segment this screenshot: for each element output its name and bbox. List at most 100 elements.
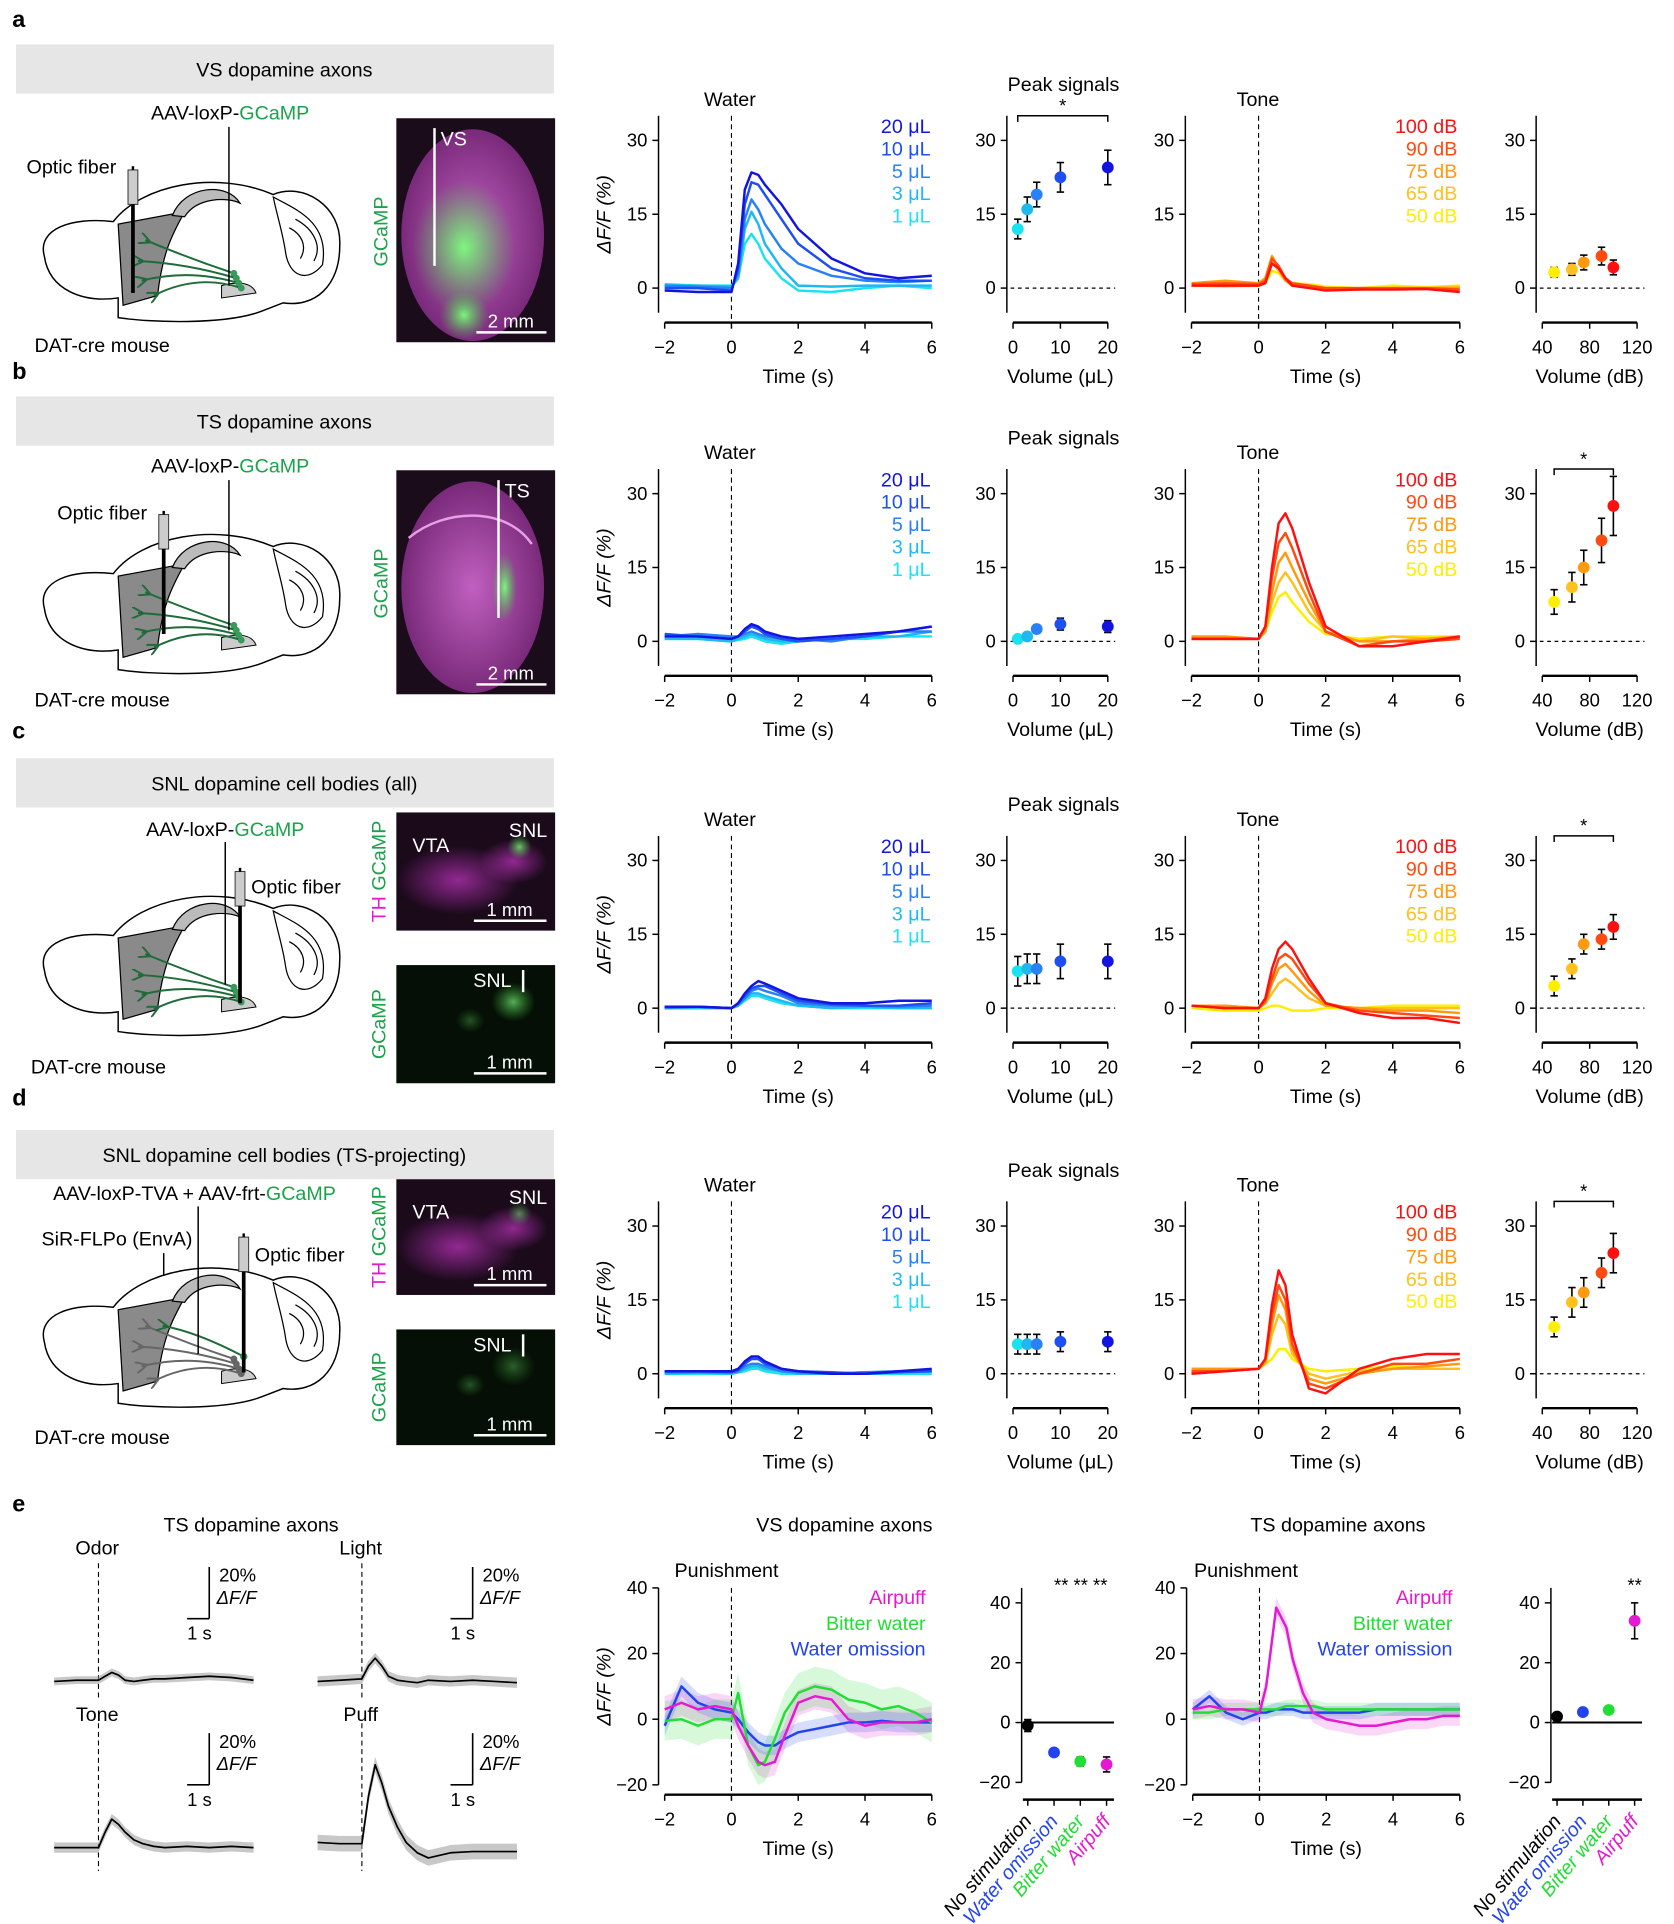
x-tick-label: 0 [726, 1422, 736, 1443]
x-axis-label: Volume (μL) [1007, 366, 1114, 388]
significance-bracket [1553, 1200, 1615, 1208]
projection-arrow [154, 633, 242, 647]
legend-entry: 65 dB [1406, 1269, 1457, 1291]
legend-entry: 50 dB [1406, 206, 1457, 228]
legend-entry: 100 dB [1395, 1202, 1457, 1224]
x-axis-label: Time (s) [1291, 1838, 1362, 1860]
y-tick-label: −20 [1144, 1774, 1175, 1795]
legend-entry: 5 μL [892, 514, 931, 536]
micrographs: VS 2 mm GCaMP [371, 118, 556, 343]
peak-point [1074, 1755, 1087, 1768]
scale-bar-y-label: 20% [483, 1565, 520, 1586]
panel-e-right-title: TS dopamine axons [1250, 1514, 1425, 1536]
region-label: TS [505, 480, 530, 502]
mouse-label: DAT-cre mouse [31, 1056, 166, 1078]
significance-marker: * [1580, 1181, 1587, 1202]
projection-arrow [138, 975, 237, 994]
x-tick-label: −2 [654, 1422, 675, 1443]
significance-bracket [1553, 835, 1615, 842]
legend-entry: 20 μL [881, 469, 931, 491]
scale-bar-y-label: 20% [219, 1731, 256, 1752]
scale-bar-y-label: 20% [483, 1731, 520, 1752]
chart-title: Peak signals [1008, 794, 1120, 816]
y-axis-label: ΔF/F (%) [594, 895, 616, 974]
y-tick-label: 0 [1515, 1363, 1525, 1384]
chart-title: Tone [76, 1704, 119, 1726]
scale-bar-label: 2 mm [488, 663, 534, 684]
trace-20-l [664, 171, 932, 294]
legend-entry: 10 μL [881, 1224, 931, 1246]
peak-point [1030, 623, 1043, 635]
peak-point [1595, 534, 1608, 547]
legend-entry: 20 μL [881, 1202, 931, 1224]
peak-point [1548, 980, 1561, 992]
x-tick-label: 4 [1388, 1808, 1398, 1829]
x-axis-label: Time (s) [763, 366, 834, 388]
x-tick-label: 0 [726, 690, 736, 711]
x-tick-label: 0 [1253, 336, 1263, 357]
chart-title: Tone [1237, 89, 1280, 111]
x-tick-label: 6 [1455, 1056, 1465, 1077]
panel-label-a: a [12, 6, 26, 32]
peak-point [1011, 223, 1024, 235]
y-axis-label: ΔF/F (%) [594, 1647, 616, 1726]
legend-entry: 100 dB [1395, 836, 1457, 858]
y-axis-label: ΔF/F (%) [594, 175, 616, 254]
peak-point [1030, 1338, 1043, 1351]
trace-puff [317, 1764, 517, 1859]
x-tick-label: 0 [1008, 1422, 1018, 1443]
mouse-brain-schematic [42, 181, 341, 323]
peak-point [1577, 1286, 1590, 1299]
legend-entry: 65 dB [1406, 903, 1457, 925]
virus-gcamp: GCaMP [239, 456, 309, 478]
trace-20-l [664, 1355, 932, 1375]
x-tick-label: 0 [726, 1056, 736, 1077]
optic-fiber-ferrule [127, 169, 139, 205]
chart-title: Punishment [1194, 1560, 1298, 1582]
micrographs: VTA SNL 1 mm TH GCaMP SNL 1 mm GCaMP [368, 1179, 556, 1446]
legend-entry: 1 μL [892, 206, 931, 228]
chart-title: Punishment [675, 1560, 779, 1582]
peak-point [1021, 1719, 1034, 1732]
x-tick-label: 6 [927, 336, 937, 357]
x-tick-label: −2 [654, 1808, 675, 1829]
x-axis-label: Time (s) [1290, 366, 1361, 388]
significance-marker: ** [1627, 1575, 1641, 1596]
virus-gcamp: GCaMP [234, 819, 304, 841]
peak-point [1021, 203, 1034, 216]
x-tick-label: 6 [1455, 690, 1465, 711]
y-tick-label: −20 [1509, 1772, 1540, 1793]
channel-label-gcamp: GCaMP [371, 548, 393, 618]
x-tick-label: 4 [1388, 1422, 1398, 1443]
panel-e-left-title: TS dopamine axons [164, 1514, 339, 1536]
x-tick-label: 0 [1254, 1808, 1264, 1829]
y-tick-label: 15 [1505, 557, 1526, 578]
peak-point [1577, 1706, 1589, 1718]
y-tick-label: 30 [975, 850, 996, 871]
region-label-snl: SNL [473, 970, 511, 992]
x-axis-label: Volume (dB) [1536, 719, 1644, 741]
x-tick-label: 2 [1321, 690, 1331, 711]
peak-point [1566, 962, 1578, 975]
x-tick-label: 6 [1455, 1422, 1465, 1443]
response-trace-odor: Odor [54, 1538, 254, 1699]
peak-point [1602, 1704, 1615, 1716]
x-tick-label: 2 [793, 1422, 803, 1443]
micrographs: TS 2 mm GCaMP [371, 470, 556, 695]
projection-arrow [142, 1359, 240, 1369]
x-tick-label: 0 [1008, 336, 1018, 357]
panel-label-c: c [12, 718, 25, 744]
y-tick-label: 15 [627, 557, 648, 578]
x-tick-label: 2 [1321, 1056, 1331, 1077]
x-tick-label: 6 [927, 1422, 937, 1443]
panel-header-title: VS dopamine axons [196, 59, 372, 81]
legend-entry: 1 μL [892, 1291, 931, 1313]
peak-point [1011, 632, 1024, 645]
x-tick-label: 40 [1532, 690, 1553, 711]
scale-bar-x-label: 1 s [450, 1789, 475, 1810]
optic-fiber-label: Optic fiber [255, 1245, 345, 1267]
